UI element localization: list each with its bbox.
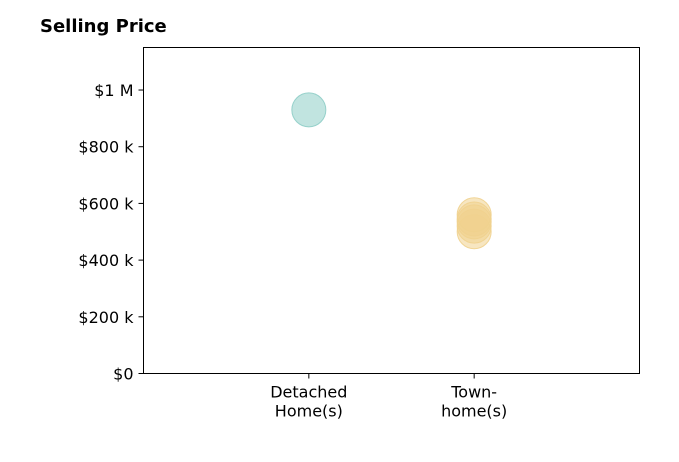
y-axis: $0 $200 k $400 k $600 k $800 k $1 M xyxy=(78,81,144,384)
y-tick-label: $600 k xyxy=(78,194,134,213)
chart-title: Selling Price xyxy=(40,16,167,37)
y-tick-label: $400 k xyxy=(78,251,134,270)
y-tick-label: $200 k xyxy=(78,308,134,327)
y-tick-label: $1 M xyxy=(94,81,133,100)
data-point xyxy=(291,92,327,128)
x-axis: Detached Home(s) Town-home(s) xyxy=(270,373,507,421)
y-tick-label: $0 xyxy=(113,365,133,384)
y-tick-label: $800 k xyxy=(78,138,134,157)
x-tick-label: Detached Home(s) xyxy=(270,383,347,421)
data-point xyxy=(456,197,492,233)
x-tick-label: Town-home(s) xyxy=(441,383,507,421)
plot-frame xyxy=(143,47,640,374)
data-points xyxy=(291,92,492,250)
